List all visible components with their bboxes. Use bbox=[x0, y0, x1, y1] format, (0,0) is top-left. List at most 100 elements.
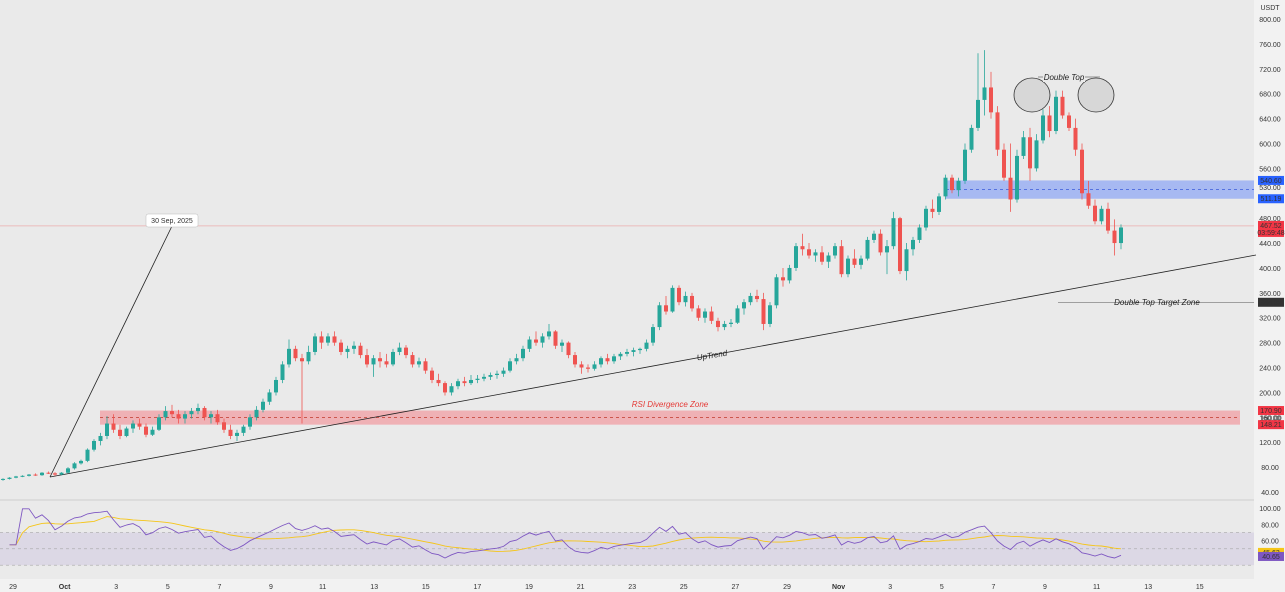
blue-top-price-tag-bg bbox=[1258, 175, 1284, 185]
candle-up bbox=[306, 351, 311, 362]
candle-up bbox=[352, 345, 356, 349]
candle-down bbox=[430, 370, 434, 380]
time-tick: 29 bbox=[9, 584, 17, 591]
time-tick: 7 bbox=[991, 584, 995, 591]
candle-up bbox=[131, 423, 135, 429]
candle-up bbox=[209, 414, 213, 418]
candle-up bbox=[1021, 137, 1026, 156]
price-tick: 80.00 bbox=[1261, 465, 1279, 472]
time-tick: 21 bbox=[577, 584, 585, 591]
blue-bottom-price-tag: 511.19 bbox=[1261, 196, 1282, 203]
time-tick: 19 bbox=[525, 584, 533, 591]
price-tick: 120.00 bbox=[1259, 440, 1281, 447]
candle-down bbox=[534, 339, 538, 343]
rsi-tick: 80.00 bbox=[1261, 522, 1279, 529]
candle-up bbox=[235, 432, 239, 436]
candle-down bbox=[573, 355, 577, 365]
candle-up bbox=[7, 477, 12, 479]
candle-up bbox=[612, 356, 616, 362]
candle-up bbox=[98, 435, 103, 441]
red-bottom-price-tag-bg bbox=[1258, 420, 1284, 430]
candle-down bbox=[46, 472, 51, 474]
candle-down bbox=[423, 361, 428, 371]
candle-up bbox=[254, 409, 259, 418]
candle-down bbox=[215, 414, 220, 423]
candle-up bbox=[599, 358, 603, 365]
target-zone-label: Double Top Target Zone bbox=[1114, 298, 1200, 307]
candle-up bbox=[313, 336, 317, 352]
candle-down bbox=[118, 429, 122, 436]
red-top-price-tag-bg bbox=[1258, 406, 1284, 416]
candle-up bbox=[469, 379, 473, 384]
candle-up bbox=[40, 472, 44, 476]
candle-up bbox=[859, 258, 863, 265]
price-tick: 530.00 bbox=[1259, 185, 1281, 192]
rsi-line bbox=[9, 508, 1122, 559]
candle-up bbox=[1119, 227, 1123, 244]
candle-up bbox=[85, 449, 90, 461]
candle-up bbox=[865, 239, 870, 259]
time-tick: 13 bbox=[370, 584, 378, 591]
candle-down bbox=[690, 295, 694, 309]
candle-down bbox=[1073, 127, 1078, 150]
time-tick: 15 bbox=[422, 584, 430, 591]
price-tick: 640.00 bbox=[1259, 117, 1281, 124]
time-tick: 13 bbox=[1144, 584, 1152, 591]
candle-up bbox=[72, 463, 77, 469]
red-top-price-tag: 170.90 bbox=[1260, 408, 1282, 415]
candle-down bbox=[579, 364, 584, 368]
candle-up bbox=[59, 472, 64, 475]
candle-up bbox=[618, 353, 623, 357]
candle-up bbox=[248, 417, 252, 427]
candle-down bbox=[1080, 149, 1084, 194]
rsi-tick: 60.00 bbox=[1261, 539, 1279, 546]
candle-down bbox=[898, 218, 902, 272]
time-tick: 23 bbox=[628, 584, 636, 591]
time-axis-background bbox=[0, 579, 1254, 592]
candle-up bbox=[1054, 96, 1058, 132]
red-bottom-price-tag: 148.21 bbox=[1260, 422, 1282, 429]
price-tick: 400.00 bbox=[1259, 266, 1281, 273]
candle-up bbox=[943, 177, 948, 197]
candle-up bbox=[345, 348, 350, 352]
candle-down bbox=[995, 112, 1000, 150]
rsi-ma-tag-bg bbox=[1258, 551, 1284, 561]
price-tick: 600.00 bbox=[1259, 141, 1281, 148]
candle-up bbox=[514, 358, 519, 362]
price-tick: 160.00 bbox=[1259, 415, 1281, 422]
candle-down bbox=[319, 336, 324, 343]
candle-up bbox=[917, 227, 922, 240]
candle-down bbox=[176, 414, 181, 419]
candle-down bbox=[566, 342, 571, 356]
candle-up bbox=[66, 468, 70, 473]
candle-up bbox=[391, 351, 395, 365]
candle-up bbox=[963, 149, 967, 181]
time-tick: 5 bbox=[166, 584, 170, 591]
candle-up bbox=[683, 295, 688, 303]
candle-down bbox=[839, 246, 844, 275]
candle-up bbox=[20, 475, 25, 477]
candle-up bbox=[521, 348, 525, 359]
price-tick: 200.00 bbox=[1259, 390, 1281, 397]
price-tick: 360.00 bbox=[1259, 291, 1281, 298]
price-tick: 480.00 bbox=[1259, 216, 1281, 223]
time-tick: 11 bbox=[1093, 584, 1100, 591]
candle-down bbox=[293, 348, 298, 359]
date-callout-box bbox=[145, 213, 199, 228]
candle-up bbox=[774, 277, 779, 306]
time-tick: 3 bbox=[888, 584, 892, 591]
countdown-tag: 03:59:48 bbox=[1257, 230, 1284, 237]
candle-down bbox=[605, 358, 610, 362]
time-tick: Oct bbox=[59, 584, 71, 591]
candle-down bbox=[404, 347, 408, 356]
candle-down bbox=[709, 311, 714, 321]
current-price-tag: 467.52 bbox=[1260, 223, 1282, 230]
candle-up bbox=[157, 417, 161, 430]
candle-down bbox=[365, 355, 369, 365]
candle-down bbox=[137, 423, 142, 427]
candle-up bbox=[826, 255, 831, 262]
currency-label: USDT bbox=[1260, 5, 1280, 12]
time-tick: 17 bbox=[474, 584, 482, 591]
